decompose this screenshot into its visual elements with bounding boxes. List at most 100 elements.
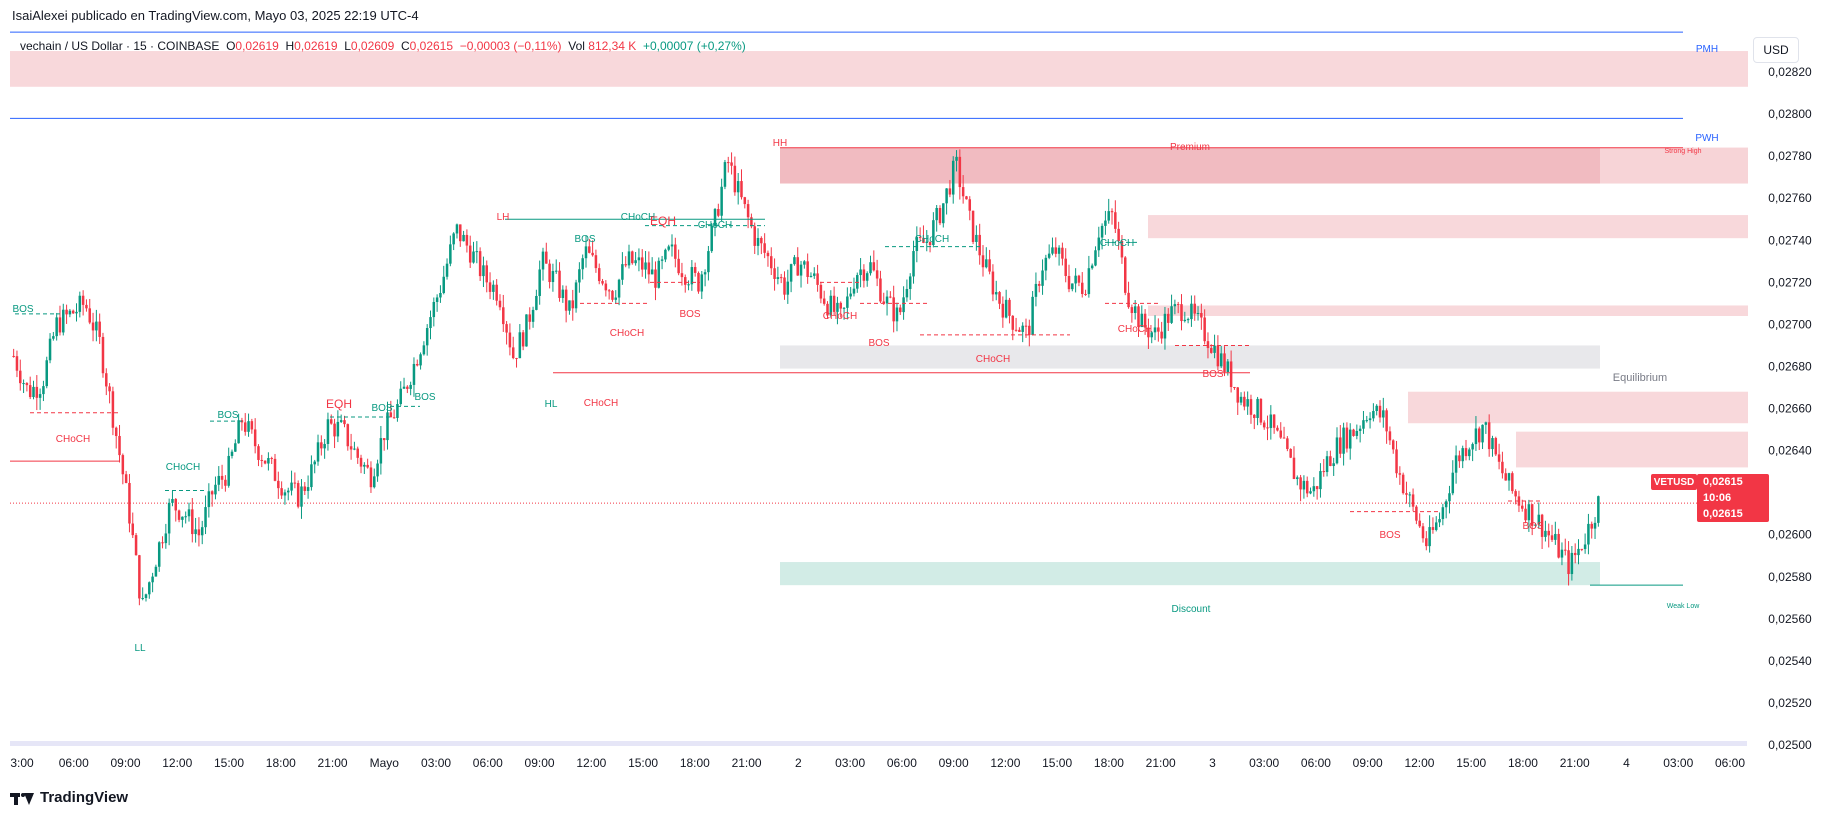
candle-body (796, 257, 799, 276)
candle-body (1140, 313, 1144, 328)
candle-body (376, 463, 379, 477)
candle-body (723, 162, 727, 187)
x-tick-label: 06:00 (473, 756, 503, 770)
candle-body (1474, 428, 1478, 445)
candle-body (1299, 477, 1302, 490)
x-tick-label: 21:00 (1146, 756, 1176, 770)
candle-body (1176, 304, 1180, 306)
candle-body (783, 277, 786, 295)
candle-body (71, 310, 75, 314)
candle-body (1018, 329, 1021, 332)
candle-body (320, 442, 323, 449)
candle-body (313, 461, 316, 465)
candle-body (1064, 258, 1067, 276)
x-tick-label: 4 (1623, 756, 1630, 770)
structure-label: CHoCH (915, 234, 949, 245)
candle-body (776, 277, 780, 279)
candle-body (1521, 505, 1524, 509)
candle-body (1028, 325, 1031, 336)
candle-body (184, 516, 187, 518)
candle-body (1100, 225, 1104, 238)
candle-body (581, 258, 584, 270)
candle-body (789, 264, 793, 282)
currency-button[interactable]: USD (1753, 37, 1799, 63)
candle-body (1339, 437, 1342, 454)
candle-body (459, 224, 462, 242)
candle-body (425, 328, 429, 346)
candle-body (935, 207, 938, 221)
candle-body (902, 297, 905, 313)
structure-label: HL (545, 399, 558, 410)
candle-body (1193, 303, 1196, 314)
x-tick-label: 09:00 (939, 756, 969, 770)
candle-body (597, 268, 601, 282)
candle-body (720, 186, 723, 216)
candle-body (1097, 237, 1101, 251)
legend-change: −0,00003 (−0,11%) (459, 39, 562, 53)
candle-body (237, 420, 240, 444)
candle-body (727, 162, 730, 164)
candle-body (912, 251, 915, 277)
candle-body (1256, 398, 1259, 418)
candle-body (1401, 474, 1405, 494)
candle-body (435, 297, 439, 302)
candle-body (1107, 211, 1110, 221)
candle-body (455, 224, 459, 234)
equilibrium-zone (780, 345, 1600, 369)
discount-zone (780, 562, 1600, 586)
candle-body (38, 394, 42, 398)
x-tick-label: 12:00 (162, 756, 192, 770)
candle-body (1269, 414, 1273, 429)
candle-body (1504, 473, 1507, 481)
candle-body (1418, 520, 1421, 527)
candle-body (1190, 303, 1193, 320)
y-tick-label: 0,02700 (1768, 317, 1812, 331)
candle-body (865, 273, 869, 281)
countdown: 10:06 (1703, 492, 1732, 504)
structure-label: CHoCH (166, 462, 200, 473)
x-tick-label: 21:00 (1560, 756, 1590, 770)
candle-body (224, 479, 227, 486)
candle-body (928, 241, 932, 246)
candle-body (1408, 494, 1412, 496)
candle-body (1041, 270, 1044, 286)
candle-body (664, 249, 667, 260)
candle-body (1160, 331, 1163, 339)
candle-body (518, 332, 522, 359)
candle-body (1047, 253, 1051, 258)
structure-label: BOS (371, 403, 392, 414)
candle-body (1421, 526, 1425, 539)
candle-body (353, 448, 356, 450)
candle-body (634, 260, 637, 264)
tradingview-footer[interactable]: TradingView (10, 789, 128, 806)
y-tick-label: 0,02780 (1768, 149, 1812, 163)
candle-body (217, 475, 221, 485)
candle-body (326, 419, 330, 444)
candle-body (799, 264, 803, 276)
candle-body (1554, 533, 1557, 540)
x-tick-label: 18:00 (680, 756, 710, 770)
candle-body (339, 420, 343, 422)
candle-body (773, 268, 776, 279)
candle-body (846, 296, 849, 308)
candle-body (819, 284, 823, 299)
candle-body (1272, 414, 1276, 428)
candle-body (270, 458, 273, 460)
candle-body (951, 160, 955, 195)
candle-body (1124, 257, 1127, 293)
candle-body (260, 459, 264, 461)
candle-body (945, 188, 948, 204)
candle-body (389, 412, 393, 418)
candle-body (786, 281, 790, 295)
candle-body (869, 262, 872, 274)
candle-body (717, 209, 720, 216)
candle-body (151, 576, 154, 583)
candle-body (1372, 410, 1375, 419)
legend-l-label: L (344, 39, 351, 53)
candle-body (1375, 405, 1378, 411)
candle-body (1180, 304, 1183, 322)
candle-body (277, 480, 280, 489)
candle-body (545, 251, 548, 264)
candle-body (1524, 508, 1527, 521)
